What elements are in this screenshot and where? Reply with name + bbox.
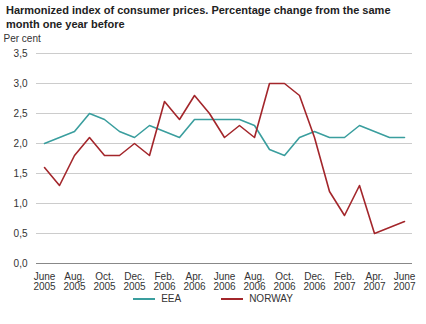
svg-text:Oct.2006: Oct.2006	[273, 271, 296, 292]
svg-text:June2007: June2007	[393, 271, 416, 292]
svg-text:Feb.2006: Feb.2006	[153, 271, 176, 292]
svg-text:Oct.2005: Oct.2005	[93, 271, 116, 292]
svg-text:Apr.2007: Apr.2007	[363, 271, 386, 292]
svg-text:June2006: June2006	[213, 271, 236, 292]
svg-text:2,5: 2,5	[14, 108, 28, 119]
html-text:Harmonized index of consumer p: Harmonized index of consumer prices. Per…	[6, 4, 391, 30]
svg-text:0,5: 0,5	[14, 228, 28, 239]
html-text:NORWAY: NORWAY	[249, 293, 293, 304]
svg-text:Aug.2005: Aug.2005	[63, 271, 86, 292]
svg-text:0,0: 0,0	[14, 258, 28, 269]
svg-text:Feb.2007: Feb.2007	[333, 271, 356, 292]
svg-text:1,0: 1,0	[14, 198, 28, 209]
svg-text:3,0: 3,0	[14, 78, 28, 89]
svg-text:June2005: June2005	[33, 271, 56, 292]
svg-text:3,5: 3,5	[14, 48, 28, 59]
svg-text:Dec.2005: Dec.2005	[123, 271, 146, 292]
svg-text:1,5: 1,5	[14, 168, 28, 179]
svg-text:2,0: 2,0	[14, 138, 28, 149]
svg-text:Dec.2006: Dec.2006	[303, 271, 326, 292]
svg-text:Apr.2006: Apr.2006	[183, 271, 206, 292]
svg-text:Aug.2006: Aug.2006	[243, 271, 266, 292]
html-text:EEA: EEA	[161, 293, 182, 304]
svg-text:Per cent: Per cent	[4, 33, 41, 44]
